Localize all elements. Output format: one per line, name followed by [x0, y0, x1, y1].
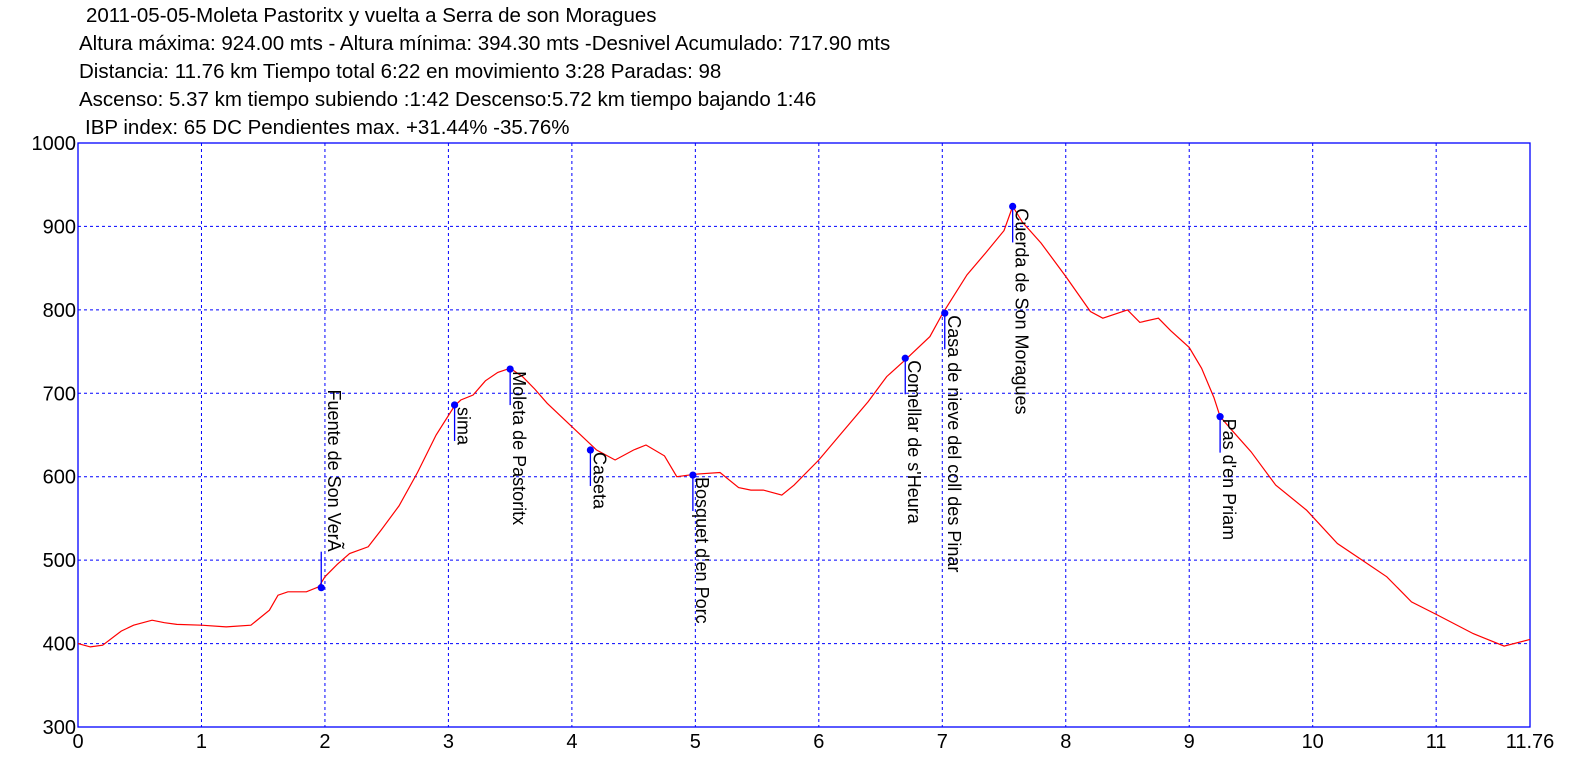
x-tick-label: 10 — [1302, 731, 1324, 753]
y-tick-label: 400 — [43, 634, 76, 656]
waypoint-label: Moleta de Pastoritx — [509, 371, 529, 525]
x-tick-label: 3 — [443, 731, 454, 753]
waypoint-marker — [941, 309, 949, 317]
waypoint: Comellar de s'Heura — [901, 354, 924, 525]
y-tick-label: 500 — [43, 550, 76, 572]
waypoints: Fuente de Son VerÃ­sima Moleta de Pastori… — [317, 202, 1239, 624]
waypoint: Fuente de Son VerÃ­ — [317, 390, 345, 592]
waypoint-label: Pas d'en Priam — [1219, 419, 1239, 541]
grid-lines — [78, 143, 1530, 727]
altitude-summary: Altura máxima: 924.00 mts - Altura mínim… — [79, 32, 891, 55]
x-tick-label: 5 — [690, 731, 701, 753]
plot-frame — [77, 142, 1531, 728]
waypoint-marker — [506, 365, 514, 373]
waypoint: Caseta — [586, 446, 609, 510]
tick-labels: 0 1 2 3 4 5 6 7 8 9 10 11 11.76 300 400 500 600 700 800 900… — [32, 133, 1555, 753]
waypoint-marker — [689, 471, 697, 479]
waypoint-marker — [1216, 413, 1224, 421]
y-tick-label: 600 — [43, 467, 76, 489]
x-tick-label: 0 — [72, 731, 83, 753]
distance-summary: Distancia: 11.76 km Tiempo total 6:22 en… — [79, 60, 722, 83]
y-tick-label: 700 — [43, 383, 76, 405]
x-tick-label: 7 — [937, 731, 948, 753]
waypoint-marker — [317, 584, 325, 592]
waypoint-label: Cuerda de Son Moragues — [1012, 208, 1032, 414]
waypoint: Pas d'en Priam — [1216, 413, 1239, 540]
waypoint-label: Fuente de Son VerÃ­ — [324, 390, 345, 552]
waypoint-marker — [586, 446, 594, 454]
ibp-index-summary: IBP index: 65 DC Pendientes max. +31.44%… — [85, 116, 570, 139]
waypoint: Casa de nieve del coll des Pinar — [941, 309, 964, 572]
waypoint: Moleta de Pastoritx — [506, 365, 529, 525]
x-tick-label: 4 — [566, 731, 577, 753]
waypoint: sima — [450, 401, 474, 446]
waypoint-marker — [901, 354, 909, 362]
ascent-descent-summary: Ascenso: 5.37 km tiempo subiendo :1:42 D… — [79, 88, 817, 111]
waypoint: Cuerda de Son Moragues — [1009, 202, 1032, 415]
waypoint: Bosquet d'en Porc — [689, 471, 712, 624]
waypoint-marker — [450, 401, 459, 409]
y-tick-label: 300 — [43, 717, 76, 739]
waypoint-label: Casa de nieve del coll des Pinar — [944, 315, 964, 572]
waypoint-label: Comellar de s'Heura — [904, 360, 924, 524]
waypoint-marker — [1009, 202, 1017, 211]
y-tick-label: 900 — [43, 216, 76, 238]
y-tick-label: 800 — [43, 300, 76, 322]
elevation-profile-line — [77, 205, 1531, 648]
waypoint-label: sima — [454, 407, 474, 446]
chart-title: 2011-05-05-Moleta Pastoritx y vuelta a S… — [86, 4, 657, 27]
x-tick-label: 2 — [319, 731, 330, 753]
x-tick-label: 11 — [1426, 731, 1447, 753]
waypoint-label: Caseta — [589, 452, 609, 510]
x-tick-label: 9 — [1184, 731, 1195, 753]
y-tick-label: 1000 — [32, 133, 77, 155]
x-tick-label: 1 — [196, 731, 207, 753]
x-tick-label: 6 — [813, 731, 824, 753]
x-tick-label: 8 — [1060, 731, 1071, 753]
waypoint-label: Bosquet d'en Porc — [692, 477, 712, 624]
x-tick-label: 11.76 — [1506, 731, 1555, 753]
